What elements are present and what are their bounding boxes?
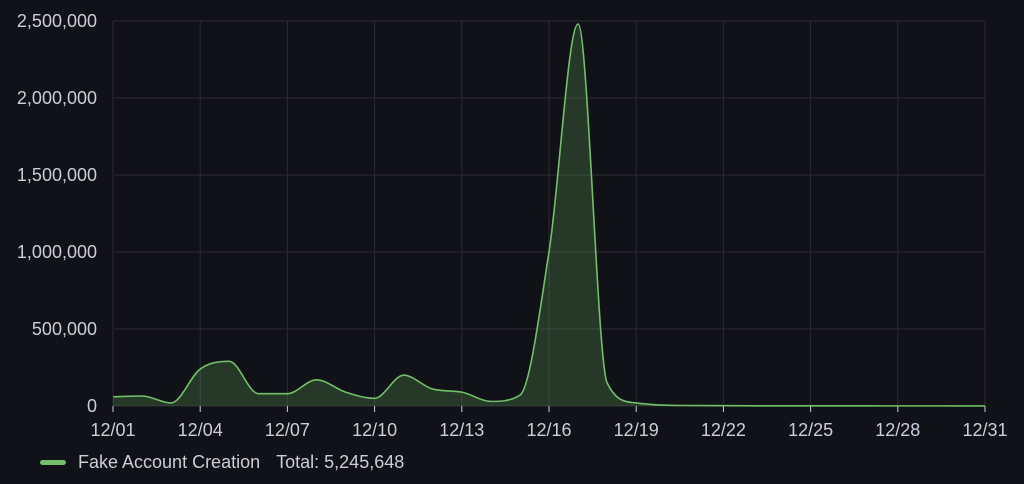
data-point-12-06[interactable] (254, 390, 262, 398)
x-tick-label: 12/04 (178, 420, 223, 440)
grid (112, 20, 986, 407)
x-tick-label: 12/22 (701, 420, 746, 440)
data-point-12-12[interactable] (429, 385, 437, 393)
data-point-12-09[interactable] (342, 388, 350, 396)
x-tick-label: 12/07 (265, 420, 310, 440)
legend-series-name[interactable]: Fake Account Creation (78, 451, 261, 472)
data-point-12-05[interactable] (225, 357, 233, 365)
x-tick-label: 12/16 (526, 420, 571, 440)
data-point-12-19[interactable] (632, 399, 640, 407)
legend[interactable]: Fake Account Creation Total: 5,245,648 (40, 450, 404, 474)
legend-total: Total: 5,245,648 (276, 452, 404, 473)
x-tick-label: 12/19 (614, 420, 659, 440)
data-point-12-03[interactable] (167, 399, 175, 407)
y-tick-label: 0 (87, 396, 97, 416)
legend-swatch (40, 459, 66, 465)
data-point-12-15[interactable] (516, 391, 524, 399)
data-point-12-04[interactable] (196, 365, 204, 373)
data-point-12-29[interactable] (923, 402, 931, 410)
x-tick-label: 12/01 (90, 420, 135, 440)
series-line-fake-account-creation[interactable] (112, 23, 985, 407)
x-tick-label: 12/13 (439, 420, 484, 440)
x-tick-label: 12/31 (962, 420, 1007, 440)
x-tick-label: 12/25 (788, 420, 833, 440)
data-point-12-25[interactable] (807, 402, 815, 410)
data-point-12-30[interactable] (952, 402, 960, 410)
series-layer (112, 23, 985, 407)
data-point-12-26[interactable] (836, 402, 844, 410)
data-point-12-21[interactable] (690, 402, 698, 410)
data-point-12-08[interactable] (312, 376, 320, 384)
data-point-12-22[interactable] (719, 402, 727, 410)
data-point-12-01[interactable] (109, 393, 117, 401)
data-point-12-14[interactable] (487, 397, 495, 405)
data-point-12-28[interactable] (894, 402, 902, 410)
data-point-12-18[interactable] (603, 379, 611, 387)
data-point-12-31[interactable] (981, 402, 989, 410)
x-tick-label: 12/28 (875, 420, 920, 440)
data-point-12-27[interactable] (865, 402, 873, 410)
y-axis: 0 500,000 1,000,000 1,500,000 2,000,000 2,500… (17, 11, 97, 416)
data-point-12-23[interactable] (748, 402, 756, 410)
data-point-12-20[interactable] (661, 401, 669, 409)
x-tick-label: 12/10 (352, 420, 397, 440)
data-point-12-07[interactable] (283, 390, 291, 398)
y-tick-label: 500,000 (32, 319, 97, 339)
y-tick-label: 2,000,000 (17, 88, 97, 108)
legend-total-value: 5,245,648 (324, 451, 405, 472)
y-tick-label: 2,500,000 (17, 11, 97, 31)
data-point-12-10[interactable] (371, 394, 379, 402)
data-point-12-16[interactable] (545, 248, 553, 256)
data-point-12-11[interactable] (400, 371, 408, 379)
series-area-fake-account-creation (113, 24, 985, 407)
data-point-12-24[interactable] (778, 402, 786, 410)
y-tick-label: 1,500,000 (17, 165, 97, 185)
legend-total-label: Total: (276, 451, 320, 472)
data-point-12-02[interactable] (138, 392, 146, 400)
y-tick-label: 1,000,000 (17, 242, 97, 262)
x-axis: 12/01 12/04 12/07 12/10 12/13 12/16 12/19 12/22… (90, 406, 1008, 440)
data-point-12-13[interactable] (458, 388, 466, 396)
data-point-12-17[interactable] (574, 20, 582, 28)
